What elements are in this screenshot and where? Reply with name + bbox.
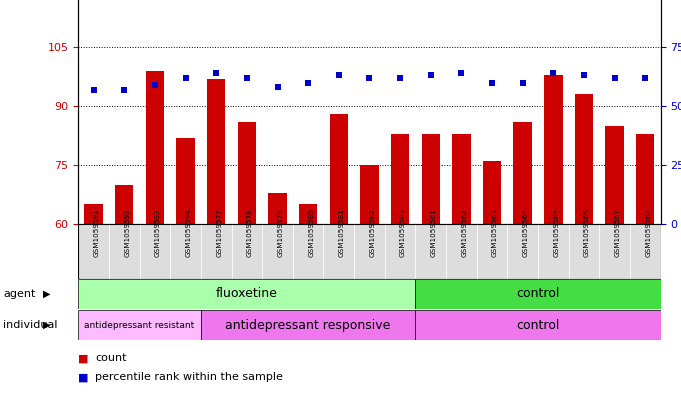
Bar bbox=[323, 224, 354, 279]
Bar bbox=[170, 224, 201, 279]
Point bbox=[272, 84, 283, 90]
Bar bbox=[544, 75, 563, 224]
Point bbox=[456, 70, 466, 76]
Text: GSM1059568: GSM1059568 bbox=[645, 208, 651, 257]
Bar bbox=[354, 224, 385, 279]
Point bbox=[578, 72, 589, 79]
Point bbox=[548, 70, 558, 76]
Bar bbox=[262, 224, 293, 279]
Bar bbox=[446, 224, 477, 279]
Bar bbox=[575, 94, 593, 224]
Text: individual: individual bbox=[3, 320, 58, 330]
Bar bbox=[507, 224, 538, 279]
Bar bbox=[115, 185, 133, 224]
Text: control: control bbox=[516, 287, 560, 300]
Text: GSM1059582: GSM1059582 bbox=[369, 208, 375, 257]
Bar bbox=[483, 161, 501, 224]
Bar bbox=[109, 224, 140, 279]
Bar bbox=[538, 224, 569, 279]
Point bbox=[88, 86, 99, 93]
Point bbox=[639, 75, 650, 81]
Text: GSM1059580: GSM1059580 bbox=[308, 208, 314, 257]
Bar bbox=[415, 310, 661, 340]
Text: GSM1059581: GSM1059581 bbox=[338, 208, 345, 257]
Bar bbox=[176, 138, 195, 224]
Point bbox=[149, 82, 160, 88]
Point bbox=[210, 70, 221, 76]
Bar bbox=[268, 193, 287, 224]
Point bbox=[118, 86, 129, 93]
Point bbox=[517, 79, 528, 86]
Bar bbox=[232, 224, 262, 279]
Point bbox=[364, 75, 375, 81]
Bar bbox=[207, 79, 225, 224]
Point bbox=[609, 75, 620, 81]
Point bbox=[486, 79, 497, 86]
Bar bbox=[238, 122, 256, 224]
Text: control: control bbox=[516, 319, 560, 332]
Text: percentile rank within the sample: percentile rank within the sample bbox=[95, 372, 283, 382]
Text: GSM1059594: GSM1059594 bbox=[185, 208, 191, 257]
Text: agent: agent bbox=[3, 289, 36, 299]
Bar bbox=[569, 224, 599, 279]
Text: GSM1059577: GSM1059577 bbox=[216, 208, 222, 257]
Text: GSM1059593: GSM1059593 bbox=[155, 208, 161, 257]
Bar bbox=[452, 134, 471, 224]
Bar bbox=[415, 224, 446, 279]
Bar bbox=[422, 134, 440, 224]
Text: GSM1059563: GSM1059563 bbox=[492, 208, 498, 257]
Text: antidepressant resistant: antidepressant resistant bbox=[84, 321, 195, 330]
Point bbox=[302, 79, 313, 86]
Text: GSM1059578: GSM1059578 bbox=[247, 208, 253, 257]
Bar bbox=[391, 134, 409, 224]
Bar bbox=[477, 224, 507, 279]
Text: count: count bbox=[95, 353, 127, 364]
Point bbox=[425, 72, 436, 79]
Bar bbox=[201, 224, 232, 279]
Bar bbox=[330, 114, 348, 224]
Bar bbox=[84, 204, 103, 224]
Bar bbox=[599, 224, 630, 279]
Bar bbox=[513, 122, 532, 224]
Text: ■: ■ bbox=[78, 353, 89, 364]
Text: GSM1059562: GSM1059562 bbox=[461, 208, 467, 257]
Point bbox=[241, 75, 252, 81]
Text: GSM1059561: GSM1059561 bbox=[430, 208, 437, 257]
Bar bbox=[201, 310, 415, 340]
Point bbox=[180, 75, 191, 81]
Point bbox=[394, 75, 405, 81]
Text: ■: ■ bbox=[78, 372, 89, 382]
Bar bbox=[140, 224, 170, 279]
Text: GSM1059579: GSM1059579 bbox=[277, 208, 283, 257]
Bar bbox=[385, 224, 415, 279]
Bar bbox=[630, 224, 661, 279]
Text: GSM1059564: GSM1059564 bbox=[522, 208, 528, 257]
Text: ▶: ▶ bbox=[42, 320, 50, 330]
Bar bbox=[293, 224, 323, 279]
Text: fluoxetine: fluoxetine bbox=[216, 287, 278, 300]
Bar bbox=[146, 71, 164, 224]
Bar bbox=[78, 310, 201, 340]
Text: GSM1059567: GSM1059567 bbox=[614, 208, 620, 257]
Text: ▶: ▶ bbox=[42, 289, 50, 299]
Bar bbox=[78, 279, 415, 309]
Text: GSM1059592: GSM1059592 bbox=[124, 208, 130, 257]
Bar bbox=[636, 134, 654, 224]
Text: GSM1059565: GSM1059565 bbox=[553, 208, 559, 257]
Text: GSM1059591: GSM1059591 bbox=[93, 208, 99, 257]
Bar bbox=[605, 126, 624, 224]
Bar bbox=[415, 279, 661, 309]
Bar bbox=[360, 165, 379, 224]
Text: antidepressant responsive: antidepressant responsive bbox=[225, 319, 391, 332]
Text: GSM1059566: GSM1059566 bbox=[584, 208, 590, 257]
Text: GSM1059583: GSM1059583 bbox=[400, 208, 406, 257]
Bar bbox=[299, 204, 317, 224]
Bar bbox=[78, 224, 109, 279]
Point bbox=[333, 72, 344, 79]
